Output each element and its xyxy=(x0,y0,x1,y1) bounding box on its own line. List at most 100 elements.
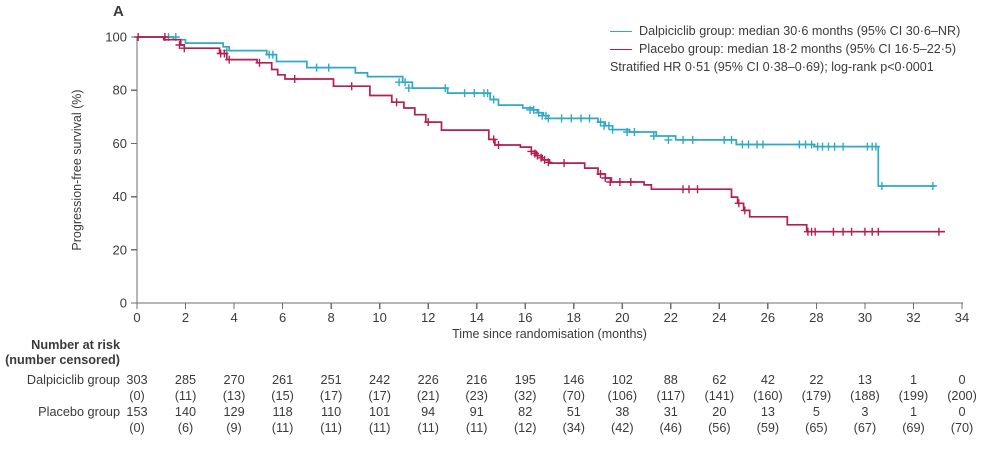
y-tick-label: 100 xyxy=(105,30,127,45)
at-risk-count: 20 xyxy=(712,405,727,419)
at-risk-count: 22 xyxy=(809,373,824,387)
at-risk-count: 31 xyxy=(663,405,678,419)
at-risk-censored: (17) xyxy=(368,389,391,403)
at-risk-count: 101 xyxy=(369,405,391,419)
stratified-hr-note: Stratified HR 0·51 (95% CI 0·38–0·69); l… xyxy=(610,60,934,74)
at-risk-censored: (67) xyxy=(853,421,877,435)
at-risk-count: 1 xyxy=(909,405,917,419)
legend: Dalpiciclib group: median 30·6 months (9… xyxy=(610,22,960,76)
at-risk-row-label-dalpiciclib: Dalpiciclib group xyxy=(26,373,120,387)
legend-row-dalpiciclib: Dalpiciclib group: median 30·6 months (9… xyxy=(610,22,960,40)
at-risk-censored: (70) xyxy=(562,389,586,403)
at-risk-censored: (106) xyxy=(607,389,638,403)
at-risk-censored: (11) xyxy=(465,421,488,435)
at-risk-count: 38 xyxy=(615,405,630,419)
at-risk-count: 226 xyxy=(417,373,439,387)
at-risk-count: 13 xyxy=(857,373,872,387)
at-risk-censored: (17) xyxy=(319,389,343,403)
dalpiciclib-line-swatch-icon xyxy=(610,30,632,32)
at-risk-count: 285 xyxy=(174,373,197,387)
at-risk-count: 153 xyxy=(126,405,148,419)
at-risk-subheader: (number censored) xyxy=(5,353,120,367)
at-risk-censored: (13) xyxy=(222,389,246,403)
at-risk-count: 13 xyxy=(760,405,775,419)
x-tick-label: 34 xyxy=(955,310,969,325)
at-risk-count: 91 xyxy=(469,405,484,419)
at-risk-censored: (117) xyxy=(656,389,686,403)
at-risk-count: 242 xyxy=(369,373,391,387)
at-risk-censored: (9) xyxy=(226,421,242,435)
at-risk-censored: (0) xyxy=(129,421,145,435)
x-tick-label: 10 xyxy=(372,310,386,325)
placebo-legend-label: Placebo group: median 18·2 months (95% C… xyxy=(639,42,957,56)
at-risk-count: 195 xyxy=(514,373,536,387)
at-risk-count: 88 xyxy=(663,373,678,387)
x-tick-label: 14 xyxy=(469,310,483,325)
at-risk-count: 216 xyxy=(466,373,488,387)
at-risk-censored: (65) xyxy=(805,421,828,435)
at-risk-count: 1 xyxy=(909,373,917,387)
at-risk-header: Number at risk xyxy=(31,338,120,352)
at-risk-count: 303 xyxy=(126,373,148,387)
at-risk-count: 42 xyxy=(760,373,775,387)
at-risk-censored: (12) xyxy=(513,421,537,435)
at-risk-censored: (15) xyxy=(271,389,294,403)
at-risk-censored: (11) xyxy=(320,421,342,435)
at-risk-censored: (34) xyxy=(562,421,586,435)
at-risk-censored: (200) xyxy=(947,389,977,403)
at-risk-censored: (179) xyxy=(801,389,832,403)
x-tick-label: 18 xyxy=(567,310,581,325)
x-tick-label: 26 xyxy=(761,310,775,325)
at-risk-count: 261 xyxy=(271,373,294,387)
y-tick-label: 60 xyxy=(113,136,127,151)
at-risk-censored: (69) xyxy=(902,421,925,435)
at-risk-count: 270 xyxy=(223,373,245,387)
at-risk-count: 140 xyxy=(174,405,197,419)
x-axis-title: Time since randomisation (months) xyxy=(452,327,647,341)
placebo-censor-marks xyxy=(134,33,943,236)
x-tick-label: 8 xyxy=(328,310,335,325)
x-tick-label: 22 xyxy=(664,310,678,325)
y-axis-title: Progression-free survival (%) xyxy=(70,89,84,251)
at-risk-count: 110 xyxy=(320,405,342,419)
at-risk-count: 0 xyxy=(958,405,966,419)
axis-lines xyxy=(136,37,963,304)
at-risk-censored: (141) xyxy=(704,389,735,403)
y-tick-label: 0 xyxy=(120,296,127,311)
panel-label: A xyxy=(113,3,124,20)
at-risk-count: 5 xyxy=(812,405,820,419)
legend-row-placebo: Placebo group: median 18·2 months (95% C… xyxy=(610,40,960,58)
at-risk-censored: (56) xyxy=(708,421,731,435)
x-tick-label: 30 xyxy=(858,310,872,325)
at-risk-count: 251 xyxy=(320,373,342,387)
at-risk-censored: (59) xyxy=(756,421,780,435)
x-tick-label: 4 xyxy=(230,310,237,325)
placebo-line-swatch-icon xyxy=(610,48,632,50)
at-risk-count: 82 xyxy=(518,405,533,419)
x-tick-label: 0 xyxy=(133,310,140,325)
y-tick-label: 80 xyxy=(113,83,127,98)
at-risk-count: 129 xyxy=(223,405,245,419)
at-risk-count: 3 xyxy=(861,405,869,419)
at-risk-censored: (11) xyxy=(368,421,391,435)
dalpiciclib-curve xyxy=(137,36,936,187)
at-risk-censored: (11) xyxy=(271,421,294,435)
at-risk-censored: (23) xyxy=(465,389,488,403)
at-risk-censored: (0) xyxy=(129,389,145,403)
at-risk-censored: (21) xyxy=(416,389,440,403)
at-risk-censored: (70) xyxy=(950,421,974,435)
at-risk-censored: (188) xyxy=(850,389,880,403)
y-tick-label: 20 xyxy=(113,242,127,257)
at-risk-censored: (42) xyxy=(611,421,634,435)
at-risk-censored: (32) xyxy=(513,389,537,403)
x-tick-label: 12 xyxy=(421,310,435,325)
at-risk-censored: (46) xyxy=(659,421,683,435)
y-tick-label: 40 xyxy=(113,189,127,204)
x-tick-label: 32 xyxy=(906,310,920,325)
at-risk-censored: (11) xyxy=(417,421,439,435)
at-risk-count: 51 xyxy=(566,405,581,419)
at-risk-count: 146 xyxy=(563,373,585,387)
at-risk-count: 62 xyxy=(712,373,727,387)
